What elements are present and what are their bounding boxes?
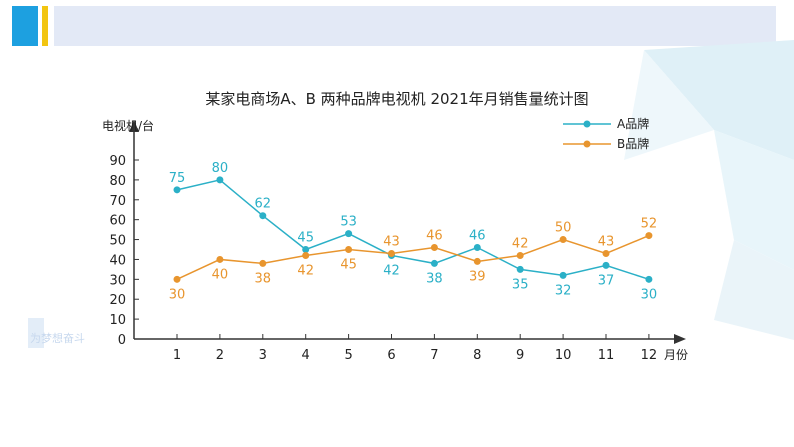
series-line xyxy=(176,179,650,281)
data-label: 52 xyxy=(641,217,658,232)
data-label: 30 xyxy=(641,287,658,302)
data-label: 42 xyxy=(512,236,529,251)
data-label: 46 xyxy=(426,229,443,244)
data-label: 80 xyxy=(212,161,229,176)
y-tick-label: 90 xyxy=(109,154,126,169)
data-point xyxy=(216,176,224,184)
y-tick-label: 50 xyxy=(109,234,126,249)
data-label: 30 xyxy=(169,287,186,302)
data-point xyxy=(345,246,353,253)
data-point xyxy=(645,275,653,283)
x-tick-label: 7 xyxy=(430,348,438,363)
data-point xyxy=(345,230,353,238)
y-axis-arrow xyxy=(129,120,139,132)
data-label: 43 xyxy=(598,234,615,249)
y-tick-label: 60 xyxy=(109,214,126,229)
data-point xyxy=(430,259,438,267)
data-point xyxy=(430,244,438,252)
logo-text: 为梦想奋斗 xyxy=(30,331,85,345)
data-point xyxy=(516,251,524,259)
decorative-polygons xyxy=(624,40,794,340)
x-axis-arrow xyxy=(674,334,686,344)
data-point xyxy=(388,249,395,257)
data-point xyxy=(302,246,310,253)
x-tick-label: 10 xyxy=(555,348,572,363)
header-bar xyxy=(54,6,776,46)
y-tick-label: 0 xyxy=(118,333,126,348)
data-point xyxy=(473,244,481,252)
x-tick-label: 12 xyxy=(641,348,658,363)
logo-watermark: 为梦想奋斗 xyxy=(28,318,85,348)
data-label: 45 xyxy=(297,231,314,246)
header-yellow-block xyxy=(42,6,48,46)
data-point xyxy=(173,275,181,283)
data-point xyxy=(216,255,224,263)
data-point xyxy=(259,259,267,267)
data-label: 42 xyxy=(383,263,400,278)
data-label: 38 xyxy=(426,271,443,286)
x-tick-label: 11 xyxy=(598,348,615,363)
y-tick-label: 10 xyxy=(109,313,126,328)
series-line xyxy=(176,234,650,281)
data-point xyxy=(602,261,610,269)
data-label: 75 xyxy=(169,171,186,186)
legend-marker xyxy=(583,140,591,148)
x-tick-label: 1 xyxy=(173,348,181,363)
y-tick-label: 40 xyxy=(109,253,126,268)
data-point xyxy=(516,265,524,273)
x-tick-label: 4 xyxy=(302,348,310,363)
data-label: 43 xyxy=(383,234,400,249)
x-tick-label: 3 xyxy=(259,348,267,363)
data-point xyxy=(259,212,267,220)
data-label: 37 xyxy=(598,273,615,288)
data-label: 46 xyxy=(469,229,486,244)
x-tick-label: 6 xyxy=(387,348,395,363)
legend-marker xyxy=(583,120,591,128)
data-label: 45 xyxy=(340,258,357,273)
data-point xyxy=(559,236,567,244)
data-point xyxy=(645,232,653,240)
y-tick-label: 80 xyxy=(109,174,126,189)
legend-label: A品牌 xyxy=(617,117,649,131)
data-label: 50 xyxy=(555,221,572,236)
data-label: 39 xyxy=(469,269,486,284)
data-label: 32 xyxy=(555,283,572,298)
legend-label: B品牌 xyxy=(617,137,649,151)
data-point xyxy=(302,251,310,259)
x-axis-label: 月份 xyxy=(664,348,688,362)
chart-title: 某家电商场A、B 两种品牌电视机 2021年月销售量统计图 xyxy=(205,90,588,108)
header-blue-block xyxy=(12,6,38,46)
x-tick-label: 8 xyxy=(473,348,481,363)
data-label: 62 xyxy=(255,197,272,212)
y-tick-label: 70 xyxy=(109,194,126,209)
data-point xyxy=(473,257,481,265)
data-label: 42 xyxy=(297,263,314,278)
y-tick-label: 20 xyxy=(109,293,126,308)
x-tick-label: 2 xyxy=(216,348,224,363)
y-tick-label: 30 xyxy=(109,273,126,288)
x-tick-label: 5 xyxy=(344,348,352,363)
data-point xyxy=(173,186,181,194)
data-point xyxy=(602,249,610,257)
x-tick-label: 9 xyxy=(516,348,524,363)
data-label: 35 xyxy=(512,277,529,292)
data-point xyxy=(559,271,567,279)
data-label: 53 xyxy=(340,215,357,230)
slide-header xyxy=(0,0,794,52)
data-label: 40 xyxy=(212,267,229,282)
y-axis-label: 电视机/台 xyxy=(102,118,154,133)
data-label: 38 xyxy=(255,271,272,286)
